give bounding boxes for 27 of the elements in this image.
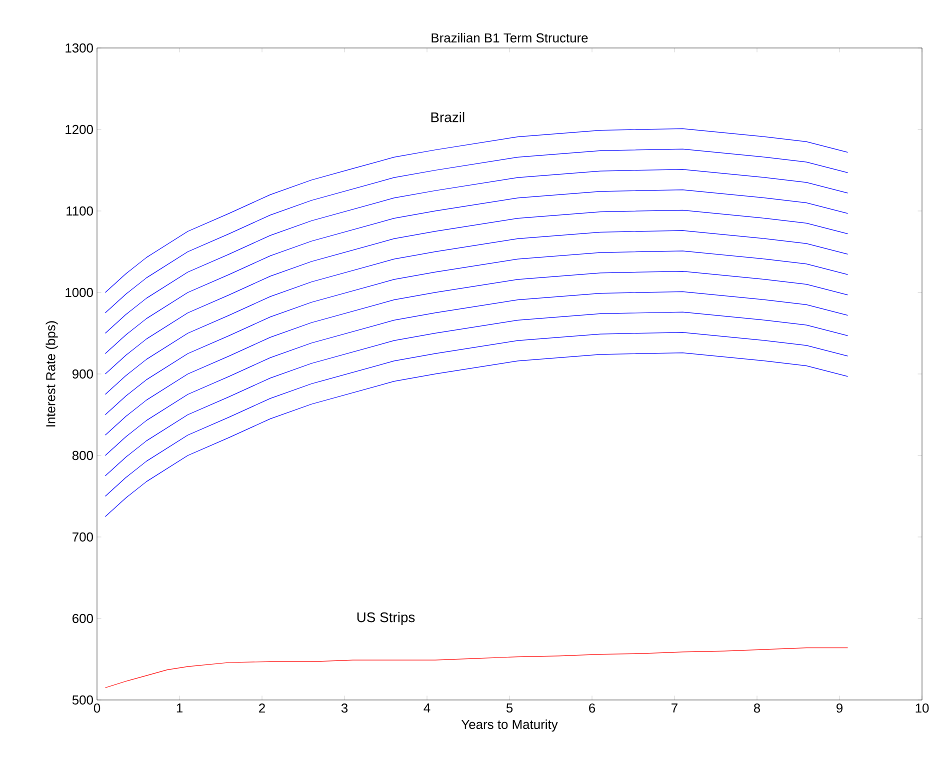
y-tick-label: 1200: [66, 124, 93, 134]
y-tick-label: 900: [72, 369, 93, 379]
y-tick-label: 1100: [66, 206, 93, 216]
annotation: US Strips: [357, 612, 415, 625]
x-tick-label: 8: [754, 704, 760, 713]
x-tick-label: 5: [506, 704, 513, 713]
x-tick-label: 10: [916, 704, 929, 713]
y-tick-label: 500: [72, 695, 93, 705]
x-tick-label: 0: [94, 704, 100, 713]
y-tick-label: 1300: [66, 43, 93, 53]
x-tick-label: 1: [176, 704, 182, 712]
y-tick-label: 800: [72, 450, 93, 460]
annotation: Brazil: [431, 112, 464, 122]
y-tick-label: 600: [72, 614, 93, 624]
x-tick-label: 6: [589, 704, 596, 713]
x-tick-label: 9: [836, 704, 843, 713]
y-axis-title: Interest Rate (bps): [46, 321, 58, 426]
chart-title: Brazilian B1 Term Structure: [432, 32, 588, 42]
x-tick-label: 3: [341, 704, 348, 713]
y-tick-label: 700: [72, 532, 93, 542]
x-tick-label: 2: [259, 704, 265, 713]
line-series: [104, 128, 848, 293]
x-tick-label: 4: [424, 704, 430, 712]
y-tick-label: 1000: [66, 288, 93, 298]
line-series: [104, 648, 848, 688]
x-axis-title: Years to Maturity: [461, 720, 558, 732]
x-tick-label: 7: [672, 704, 678, 712]
